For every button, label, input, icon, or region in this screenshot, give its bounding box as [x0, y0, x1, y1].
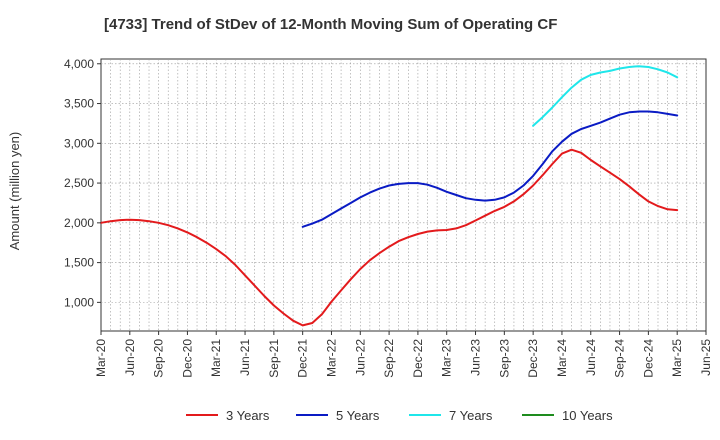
- y-tick-label: 1,500: [64, 256, 94, 270]
- x-tick-label: Sep-21: [267, 339, 281, 378]
- x-tick-label: Jun-24: [584, 339, 598, 376]
- legend-label: 5 Years: [336, 408, 380, 423]
- series-line-5-years: [301, 110, 679, 228]
- y-tick-label: 3,500: [64, 97, 94, 111]
- x-tick-label: Jun-25: [699, 339, 713, 376]
- x-tick-label: Sep-20: [152, 339, 166, 378]
- x-tick-label: Mar-24: [555, 339, 569, 377]
- x-tick-label: Dec-22: [411, 339, 425, 378]
- x-tick-label: Jun-23: [469, 339, 483, 376]
- y-axis-label: Amount (million yen): [7, 132, 22, 251]
- series-line-7-years: [532, 65, 679, 127]
- x-axis: Mar-20 Jun-20 Sep-20 Dec-20 Mar-21 Jun-21 Sep-…: [94, 331, 713, 378]
- y-tick-label: 2,500: [64, 176, 94, 190]
- x-tick-label: Mar-20: [94, 339, 108, 377]
- y-tick-label: 2,000: [64, 216, 94, 230]
- y-tick-label: 1,000: [64, 295, 94, 309]
- x-tick-label: Sep-24: [613, 339, 627, 378]
- x-tick-label: Dec-21: [296, 339, 310, 378]
- series-line-3-years: [100, 148, 679, 327]
- x-tick-label: Mar-21: [209, 339, 223, 377]
- plot-area: [100, 58, 707, 332]
- x-tick-label: Dec-24: [641, 339, 655, 378]
- y-tick-label: 4,000: [64, 57, 94, 71]
- chart-title: [4733] Trend of StDev of 12-Month Moving…: [104, 16, 557, 33]
- legend-label: 7 Years: [449, 408, 493, 423]
- x-tick-label: Mar-25: [670, 339, 684, 377]
- x-tick-label: Jun-20: [123, 339, 137, 376]
- x-tick-label: Mar-22: [324, 339, 338, 377]
- x-tick-label: Dec-20: [180, 339, 194, 378]
- y-tick-label: 3,000: [64, 136, 94, 150]
- x-tick-label: Mar-23: [440, 339, 454, 377]
- x-tick-label: Jun-22: [353, 339, 367, 376]
- legend-label: 3 Years: [226, 408, 270, 423]
- x-tick-label: Sep-23: [497, 339, 511, 378]
- x-tick-label: Sep-22: [382, 339, 396, 378]
- legend: 3 Years 5 Years 7 Years 10 Years: [186, 408, 613, 423]
- legend-label: 10 Years: [562, 408, 613, 423]
- x-tick-label: Dec-23: [526, 339, 540, 378]
- x-tick-label: Jun-21: [238, 339, 252, 376]
- y-axis: 1,000 1,500 2,000 2,500 3,000 3,500 4,000: [64, 57, 101, 309]
- series-layer: [100, 65, 679, 327]
